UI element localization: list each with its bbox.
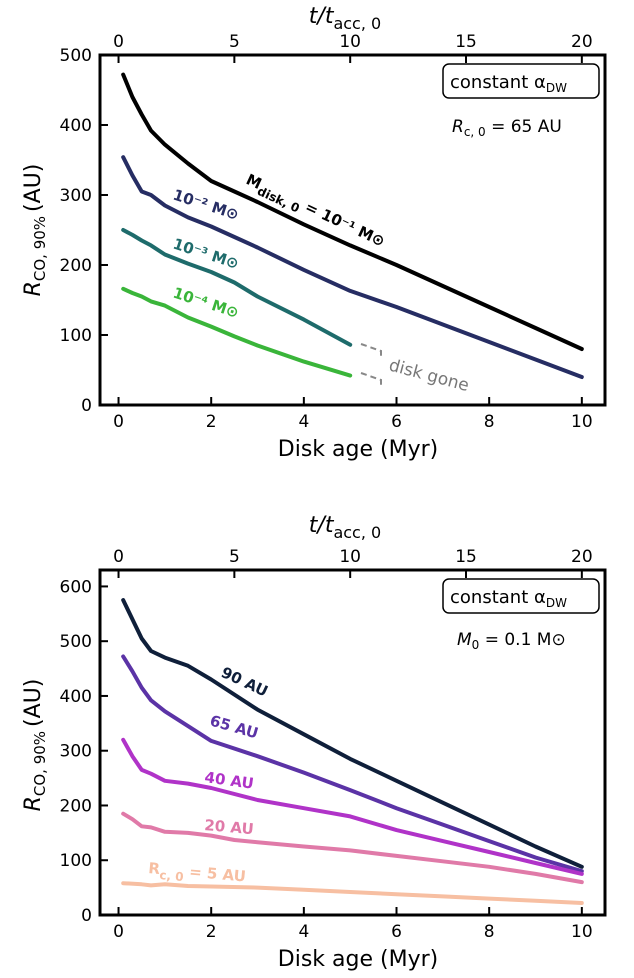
bottom-series-line-0	[121, 598, 584, 869]
top-x-axis-label: Disk age (Myr)	[278, 437, 438, 462]
bottom-x-tick-label: 10	[571, 922, 593, 942]
bottom-series-line-2	[121, 737, 584, 876]
top-panel: 0 2 4 6 8 10 0 100 200 300 400 500 0 5 10 15 20 disk g…	[21, 4, 607, 462]
top-y-tick-label: 0	[81, 396, 92, 416]
bottom-secondary-tick-label: 5	[229, 547, 240, 567]
series-label-90au: 90 AU	[218, 663, 270, 700]
top-y-tick-label: 100	[60, 326, 92, 346]
top-x-tick-label: 2	[206, 412, 217, 432]
bottom-x-tick-label: 8	[484, 922, 495, 942]
top-secondary-tick-label: 5	[229, 32, 240, 52]
top-x-tick-label: 10	[571, 412, 593, 432]
top-secondary-tick-label: 20	[571, 32, 593, 52]
top-secondary-ticks: 0 5 10 15 20	[113, 32, 593, 63]
top-x-tick-label: 0	[113, 412, 124, 432]
bottom-y-tick-label: 600	[60, 577, 92, 597]
bottom-secondary-tick-label: 20	[571, 547, 593, 567]
disk-gone-label: disk gone	[387, 356, 471, 397]
bottom-y-tick-label: 500	[60, 632, 92, 652]
top-secondary-tick-label: 15	[455, 32, 477, 52]
bottom-annotation: M0 = 0.1 M⊙	[457, 630, 566, 652]
bottom-y-tick-label: 400	[60, 687, 92, 707]
bottom-series-line-3	[121, 811, 584, 885]
top-x-tick-label: 8	[484, 412, 495, 432]
bottom-x-tick-label: 4	[298, 922, 309, 942]
bottom-series-lines	[121, 598, 584, 905]
series-label-20au: 20 AU	[204, 816, 255, 838]
top-annotation: Rc, 0 = 65 AU	[452, 117, 562, 139]
bottom-secondary-ticks: 0 5 10 15 20	[113, 547, 593, 578]
top-y-tick-label: 300	[60, 186, 92, 206]
bottom-x-tick-label: 6	[391, 922, 402, 942]
top-secondary-axis-label: t/tacc, 0	[309, 4, 381, 33]
bottom-secondary-tick-label: 15	[455, 547, 477, 567]
top-series-line-3	[121, 286, 353, 378]
top-legend-box	[442, 63, 600, 99]
top-x-ticks: 0 2 4 6 8 10	[113, 397, 593, 432]
top-series-line-1	[121, 155, 584, 379]
bottom-legend-text: constant αDW	[450, 587, 567, 610]
top-y-tick-label: 200	[60, 256, 92, 276]
top-series-lines	[121, 72, 584, 379]
bottom-series-line-1	[121, 654, 584, 874]
bottom-y-tick-label: 300	[60, 742, 92, 762]
bottom-plot-frame	[98, 568, 607, 917]
disk-gone-connector-upper	[360, 343, 382, 358]
bottom-y-ticks: 0 100 200 300 400 500 600	[60, 577, 108, 926]
bottom-x-tick-label: 0	[113, 922, 124, 942]
top-series-line-2	[121, 228, 353, 347]
disk-gone-connector-lower	[360, 372, 382, 387]
bottom-panel: 0 2 4 6 8 10 0 100 200 300 400 500 600 0 5 10 15 20 90 …	[21, 513, 607, 972]
series-label-65au: 65 AU	[208, 712, 260, 743]
bottom-secondary-tick-label: 0	[113, 547, 124, 567]
top-x-tick-label: 4	[298, 412, 309, 432]
top-secondary-tick-label: 10	[339, 32, 361, 52]
top-y-tick-label: 500	[60, 46, 92, 66]
series-label-mdisk-1e-1: Mdisk, 0 = 10⁻¹ M⊙	[242, 170, 388, 254]
bottom-x-axis-label: Disk age (Myr)	[278, 947, 438, 972]
bottom-secondary-tick-label: 10	[339, 547, 361, 567]
bottom-y-axis-label: RCO, 90%(AU)	[21, 679, 49, 812]
top-x-tick-label: 6	[391, 412, 402, 432]
bottom-legend-box	[442, 578, 600, 614]
top-plot-frame	[98, 53, 607, 407]
series-label-5au: Rc, 0 = 5 AU	[147, 859, 246, 889]
top-secondary-tick-label: 0	[113, 32, 124, 52]
top-series-line-0	[121, 72, 584, 351]
bottom-y-tick-label: 100	[60, 851, 92, 871]
series-label-1e-3: 10⁻³ M⊙	[171, 235, 241, 273]
bottom-y-tick-label: 200	[60, 796, 92, 816]
top-y-axis-label: RCO, 90%(AU)	[21, 164, 49, 297]
top-y-tick-label: 400	[60, 116, 92, 136]
bottom-x-ticks: 0 2 4 6 8 10	[113, 907, 593, 942]
bottom-series-line-4	[121, 881, 584, 905]
bottom-secondary-axis-label: t/tacc, 0	[309, 513, 381, 542]
top-legend-text: constant αDW	[450, 72, 567, 95]
bottom-y-tick-label: 0	[81, 906, 92, 926]
bottom-x-tick-label: 2	[206, 922, 217, 942]
top-y-ticks: 0 100 200 300 400 500	[60, 46, 108, 416]
